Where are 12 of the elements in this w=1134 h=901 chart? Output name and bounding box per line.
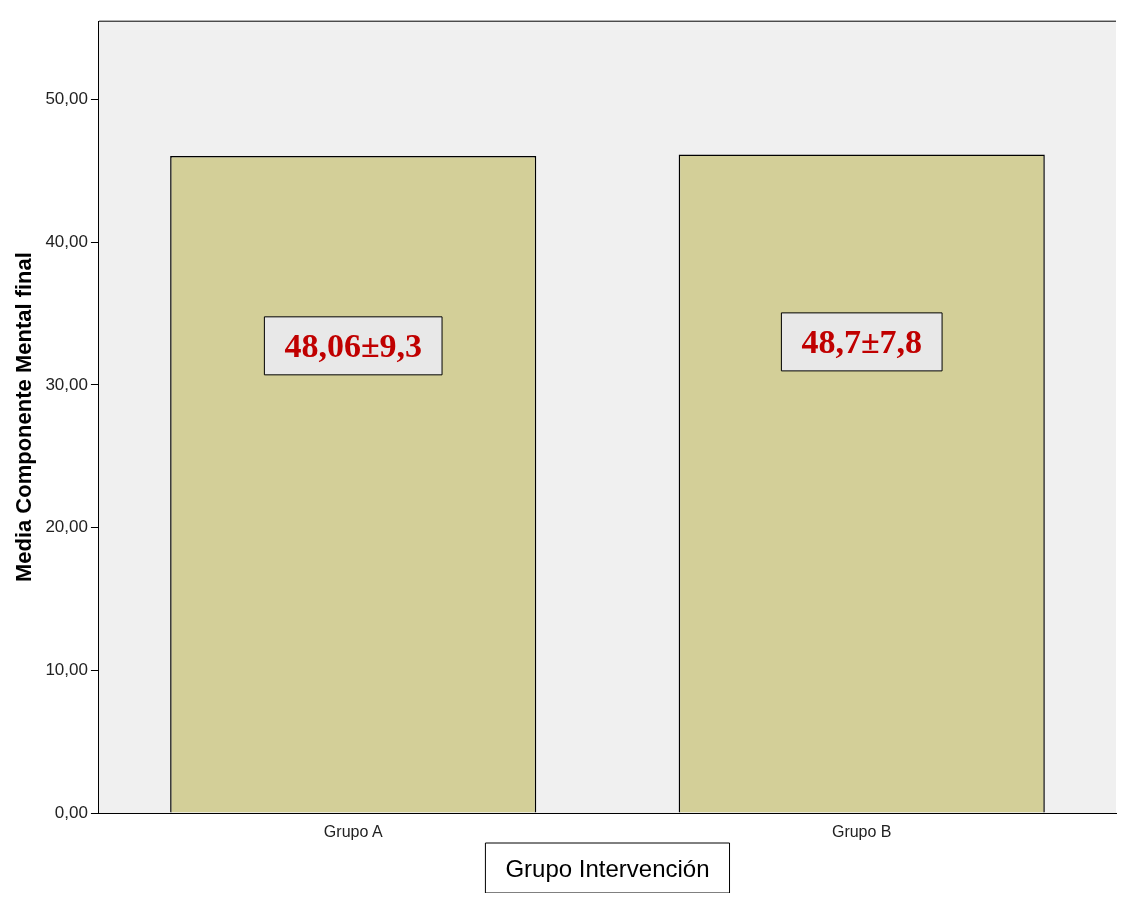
annotation: 48,7±7,8 (801, 322, 923, 360)
y-axis-title: Media Componente Mental final (11, 252, 37, 583)
annotation: 48,06±9,3 (284, 326, 423, 364)
y-tick-label: 10,00 (45, 660, 88, 680)
y-tick-label: 30,00 (45, 374, 88, 394)
y-tick-label: 0,00 (54, 802, 88, 822)
x-tick-label: Grupo B (831, 823, 892, 841)
y-tick-label: 50,00 (45, 89, 88, 109)
x-tick-label: Grupo A (323, 823, 383, 841)
y-tick-label: 40,00 (45, 232, 88, 252)
x-axis-title: Grupo Intervención (505, 854, 710, 882)
y-tick-label: 20,00 (45, 517, 88, 537)
